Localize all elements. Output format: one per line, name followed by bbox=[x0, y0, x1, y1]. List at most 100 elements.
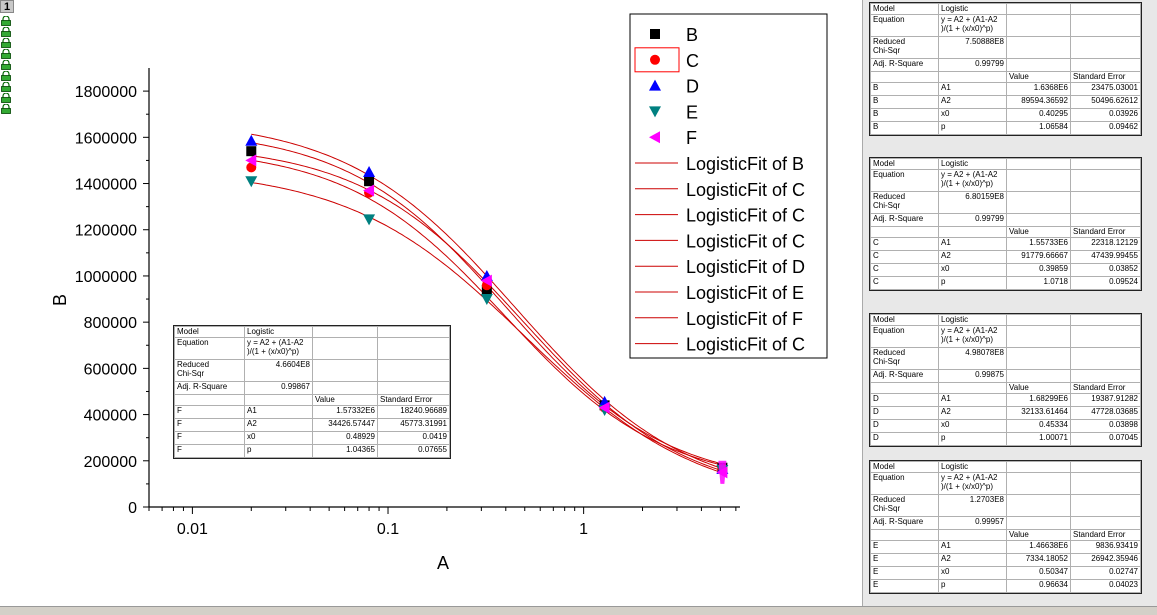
series-cell: C bbox=[870, 276, 939, 290]
stderr-cell: 50496.62612 bbox=[1070, 95, 1141, 109]
y-tick-label: 200000 bbox=[84, 454, 137, 471]
legend-label: LogisticFit of C bbox=[686, 206, 805, 226]
series-cell: C bbox=[870, 263, 939, 277]
parameter-table-B: Model Logistic Equation y = A2 + (A1-A2)/(1… bbox=[869, 2, 1142, 136]
chisq-value: 7.50888E8 bbox=[938, 36, 1007, 59]
table-cell bbox=[1070, 494, 1141, 517]
model-value: Logistic bbox=[938, 314, 1007, 326]
chisq-value: 1.2703E8 bbox=[938, 494, 1007, 517]
table-cell bbox=[1006, 58, 1071, 72]
table-cell bbox=[870, 382, 939, 394]
value-cell: 7334.18052 bbox=[1006, 553, 1071, 567]
lock-icon[interactable] bbox=[0, 49, 12, 59]
y-tick-label: 0 bbox=[128, 500, 137, 517]
lock-icon[interactable] bbox=[0, 93, 12, 103]
chisq-value: 4.6604E8 bbox=[244, 359, 313, 382]
lock-icon[interactable] bbox=[0, 38, 12, 48]
table-cell bbox=[1070, 314, 1141, 326]
stderr-cell: 0.07045 bbox=[1070, 432, 1141, 446]
y-tick-label: 1600000 bbox=[75, 130, 137, 147]
table-cell bbox=[1006, 36, 1071, 59]
value-cell: 32133.61464 bbox=[1006, 406, 1071, 420]
table-cell bbox=[312, 326, 378, 338]
series-cell: E bbox=[870, 553, 939, 567]
data-point-F bbox=[598, 401, 610, 414]
lock-icon[interactable] bbox=[0, 60, 12, 70]
table-cell bbox=[1006, 169, 1071, 192]
series-cell: C bbox=[870, 237, 939, 251]
table-cell bbox=[1070, 369, 1141, 383]
value-header: Value bbox=[1006, 382, 1071, 394]
stderr-header: Standard Error bbox=[1070, 71, 1141, 83]
y-tick-label: 600000 bbox=[84, 361, 137, 378]
value-cell: 0.40295 bbox=[1006, 108, 1071, 122]
table-cell bbox=[938, 71, 1007, 83]
table-cell bbox=[1006, 314, 1071, 326]
lock-icon[interactable] bbox=[0, 16, 12, 26]
table-cell bbox=[1006, 347, 1071, 370]
value-cell: 1.00071 bbox=[1006, 432, 1071, 446]
data-point-D bbox=[363, 165, 376, 177]
status-bar bbox=[0, 606, 1157, 615]
lock-icon[interactable] bbox=[0, 27, 12, 37]
stderr-cell: 0.04023 bbox=[1070, 579, 1141, 593]
model-value: Logistic bbox=[244, 326, 313, 338]
adjr-value: 0.99867 bbox=[244, 381, 313, 395]
param-cell: A1 bbox=[938, 540, 1007, 554]
legend-label: LogisticFit of C bbox=[686, 231, 805, 251]
adjr-label: Adj. R-Square bbox=[870, 58, 939, 72]
stderr-cell: 22318.12129 bbox=[1070, 237, 1141, 251]
x-tick-label: 0.1 bbox=[377, 521, 399, 538]
stderr-cell: 0.03898 bbox=[1070, 419, 1141, 433]
legend-label: LogisticFit of F bbox=[686, 309, 803, 329]
chisq-value: 6.80159E8 bbox=[938, 191, 1007, 214]
param-cell: A2 bbox=[938, 250, 1007, 264]
equation-label: Equation bbox=[870, 169, 939, 192]
equation-label: Equation bbox=[870, 14, 939, 37]
legend-label: LogisticFit of E bbox=[686, 283, 804, 303]
lock-icon[interactable] bbox=[0, 71, 12, 81]
table-cell bbox=[1006, 516, 1071, 530]
page-tab[interactable]: 1 bbox=[0, 0, 14, 13]
value-header: Value bbox=[1006, 71, 1071, 83]
parameter-table-C: Model Logistic Equation y = A2 + (A1-A2)/(1… bbox=[869, 157, 1142, 291]
parameter-table-E: Model Logistic Equation y = A2 + (A1-A2)/(1… bbox=[869, 460, 1142, 594]
table-cell bbox=[1070, 213, 1141, 227]
series-cell: F bbox=[174, 418, 245, 432]
param-cell: A1 bbox=[244, 405, 313, 419]
value-cell: 0.45334 bbox=[1006, 419, 1071, 433]
stderr-cell: 0.03852 bbox=[1070, 263, 1141, 277]
param-cell: A1 bbox=[938, 393, 1007, 407]
chisq-label: Reduced Chi-Sqr bbox=[174, 359, 245, 382]
adjr-label: Adj. R-Square bbox=[870, 213, 939, 227]
table-cell bbox=[377, 381, 450, 395]
adjr-label: Adj. R-Square bbox=[174, 381, 245, 395]
param-cell: x0 bbox=[244, 431, 313, 445]
parameter-table-F: Model Logistic Equation y = A2 + (A1-A2)/(1… bbox=[173, 325, 451, 459]
table-cell bbox=[377, 326, 450, 338]
table-cell bbox=[938, 382, 1007, 394]
value-cell: 1.57332E6 bbox=[312, 405, 378, 419]
stderr-cell: 0.03926 bbox=[1070, 108, 1141, 122]
lock-icon[interactable] bbox=[0, 104, 12, 114]
table-cell bbox=[1070, 325, 1141, 348]
data-point-E bbox=[480, 294, 493, 306]
series-cell: F bbox=[174, 444, 245, 458]
param-cell: A2 bbox=[938, 553, 1007, 567]
legend-label: D bbox=[686, 77, 699, 97]
lock-icon[interactable] bbox=[0, 82, 12, 92]
axes: 0 200000 400000 600000 800000 1000000 1200000 1… bbox=[75, 68, 740, 538]
data-point-E bbox=[363, 214, 376, 226]
stderr-cell: 18240.96689 bbox=[377, 405, 450, 419]
table-cell bbox=[1006, 213, 1071, 227]
model-label: Model bbox=[870, 158, 939, 170]
data-point-D bbox=[245, 134, 258, 146]
series-cell: B bbox=[870, 121, 939, 135]
stderr-header: Standard Error bbox=[377, 394, 450, 406]
stderr-cell: 47439.99455 bbox=[1070, 250, 1141, 264]
table-cell bbox=[1006, 472, 1071, 495]
param-cell: x0 bbox=[938, 566, 1007, 580]
legend-label: C bbox=[686, 51, 699, 71]
series-cell: D bbox=[870, 393, 939, 407]
